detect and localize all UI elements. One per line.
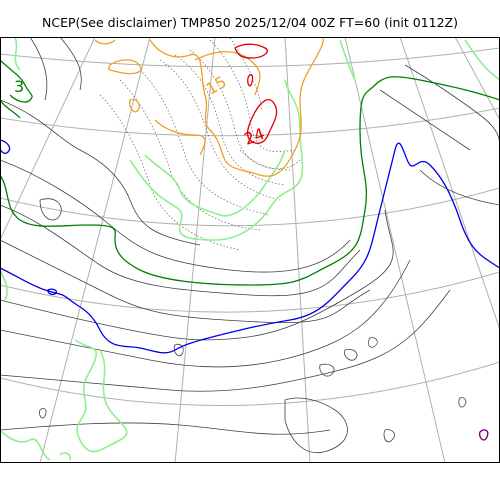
isotherm-red: [234, 43, 278, 144]
isotherm-purple: [478, 429, 489, 441]
isotherm-green-light: [0, 37, 500, 461]
map-title: NCEP(See disclaimer) TMP850 2025/12/04 0…: [41, 15, 458, 30]
graticule: [0, 37, 500, 463]
contour-label-3: 3: [14, 77, 24, 96]
isotherm-green-dark: [0, 59, 500, 286]
longitude-line: [39, 37, 151, 463]
latitude-circle: [0, 187, 500, 227]
contour-label-24: 24: [242, 124, 268, 149]
temperature-map: 3 15 24: [0, 37, 500, 463]
longitude-line: [344, 37, 446, 463]
longitude-line: [174, 37, 216, 463]
longitude-line: [0, 37, 96, 241]
longitude-line: [454, 37, 500, 121]
latitude-circle: [0, 47, 500, 68]
contour-label-15: 15: [203, 72, 230, 99]
isotherms-thin: [0, 37, 500, 453]
longitude-line: [284, 37, 311, 463]
latitude-circle: [0, 271, 500, 313]
longitude-line: [399, 37, 500, 331]
latitude-circle: [0, 107, 500, 137]
latitude-circle: [0, 361, 500, 406]
map-panel: 3 15 24: [0, 37, 500, 463]
isotherm-orange: [94, 37, 325, 177]
isotherms-dotted: [99, 37, 301, 251]
